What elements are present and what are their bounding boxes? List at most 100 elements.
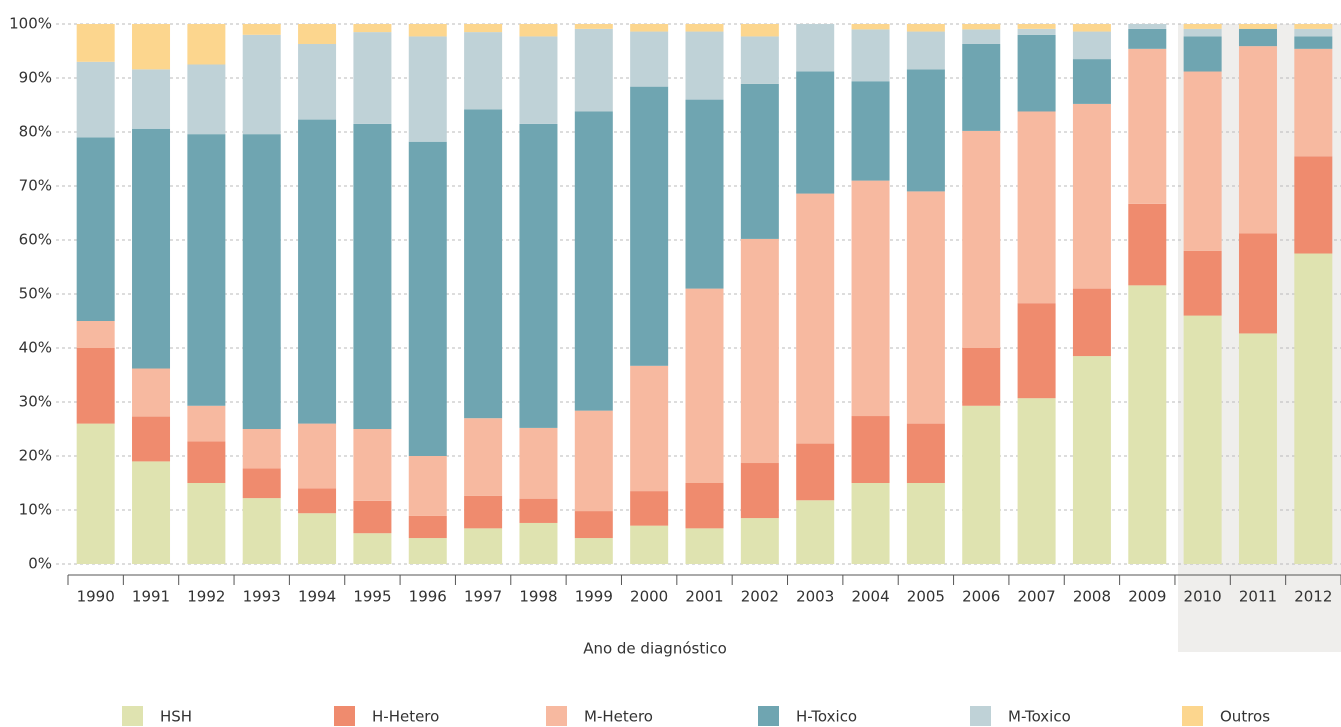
bar-segment — [685, 288, 724, 483]
bar-segment — [187, 64, 226, 135]
x-tick-label: 1992 — [187, 588, 225, 606]
bar-segment — [353, 24, 392, 33]
legend-swatch — [546, 706, 567, 726]
bar-segment — [962, 43, 1001, 131]
bar-segment — [574, 111, 613, 411]
bar-segment — [962, 348, 1001, 406]
x-tick-label: 2008 — [1073, 588, 1111, 606]
bar-segment — [1238, 28, 1277, 47]
bar-segment — [685, 528, 724, 564]
bar-segment — [1072, 103, 1111, 289]
bar-segment — [574, 28, 613, 112]
x-tick-label: 2004 — [851, 588, 889, 606]
x-tick-label: 2005 — [907, 588, 945, 606]
bar-segment — [740, 238, 779, 464]
bar-segment — [242, 34, 281, 135]
bar-segment — [574, 410, 613, 512]
legend-swatch — [758, 706, 779, 726]
x-tick-label: 2006 — [962, 588, 1000, 606]
bar-segment — [630, 24, 669, 32]
bar-segment — [298, 24, 337, 44]
bar-segment — [685, 24, 724, 32]
bar-segment — [132, 368, 171, 417]
bar-segment — [851, 29, 890, 82]
bar-segment — [76, 61, 115, 138]
bar-segment — [298, 43, 337, 120]
bar-segment — [740, 36, 779, 84]
bar-segment — [906, 483, 945, 564]
bar-segment — [132, 416, 171, 462]
bar-segment — [796, 443, 835, 501]
x-tick-label: 2011 — [1239, 588, 1277, 606]
bar-segment — [1183, 24, 1222, 29]
bar-segment — [740, 83, 779, 239]
bar-segment — [408, 36, 447, 142]
bar-segment — [630, 31, 669, 87]
y-tick-label: 60% — [19, 231, 52, 249]
bar-segment — [740, 518, 779, 564]
bar-segment — [1017, 34, 1056, 112]
x-tick-label: 1999 — [575, 588, 613, 606]
bar-segment — [1128, 285, 1167, 564]
bar-segment — [851, 81, 890, 181]
x-tick-label: 1994 — [298, 588, 336, 606]
bar-segment — [132, 128, 171, 369]
x-tick-label: 1993 — [243, 588, 281, 606]
bar-segment — [187, 483, 226, 564]
bar-segment — [76, 321, 115, 348]
x-tick-label: 2009 — [1128, 588, 1166, 606]
bar-segment — [464, 32, 503, 110]
bar-segment — [132, 69, 171, 129]
bar-segment — [1294, 24, 1333, 29]
legend-label: M-Toxico — [1008, 708, 1071, 726]
bar-segment — [76, 423, 115, 564]
bar-segment — [906, 191, 945, 424]
x-tick-label: 2001 — [685, 588, 723, 606]
bar-segment — [408, 538, 447, 564]
bar-segment — [187, 24, 226, 65]
bar-segment — [962, 24, 1001, 30]
bar-segment — [796, 71, 835, 194]
x-tick-label: 1995 — [353, 588, 391, 606]
legend-label: HSH — [160, 708, 192, 726]
legend-label: H-Hetero — [372, 708, 439, 726]
bar-segment — [1072, 288, 1111, 357]
y-tick-label: 30% — [19, 393, 52, 411]
bar-segment — [1017, 111, 1056, 304]
bar-segment — [132, 461, 171, 564]
bar-segment — [1183, 250, 1222, 316]
bar-segment — [1238, 333, 1277, 564]
x-tick-label: 1991 — [132, 588, 170, 606]
legend-swatch — [334, 706, 355, 726]
bar-segment — [519, 522, 558, 564]
bar-segment — [906, 24, 945, 32]
bar-segment — [1183, 71, 1222, 251]
bar-segment — [464, 495, 503, 529]
bar-segment — [1128, 203, 1167, 286]
bar-segment — [464, 418, 503, 496]
bar-segment — [1183, 315, 1222, 564]
bar-segment — [1072, 356, 1111, 564]
bar-segment — [574, 538, 613, 564]
x-tick-label: 1997 — [464, 588, 502, 606]
x-axis-title: Ano de diagnóstico — [583, 640, 727, 658]
bar-segment — [353, 123, 392, 430]
legend-label: Outros — [1220, 708, 1270, 726]
y-tick-label: 50% — [19, 285, 52, 303]
bar-segment — [464, 24, 503, 33]
bar-segment — [1128, 24, 1167, 29]
bar-segment — [574, 24, 613, 29]
bar-segment — [1128, 28, 1167, 49]
x-tick-label: 2000 — [630, 588, 668, 606]
bar-segment — [408, 515, 447, 539]
bar-segment — [408, 456, 447, 516]
legend-swatch — [970, 706, 991, 726]
bar-segment — [685, 31, 724, 100]
bar-segment — [906, 69, 945, 192]
bar-segment — [796, 193, 835, 444]
x-tick-label: 2010 — [1184, 588, 1222, 606]
bar-segment — [187, 441, 226, 483]
bar-segment — [630, 86, 669, 366]
